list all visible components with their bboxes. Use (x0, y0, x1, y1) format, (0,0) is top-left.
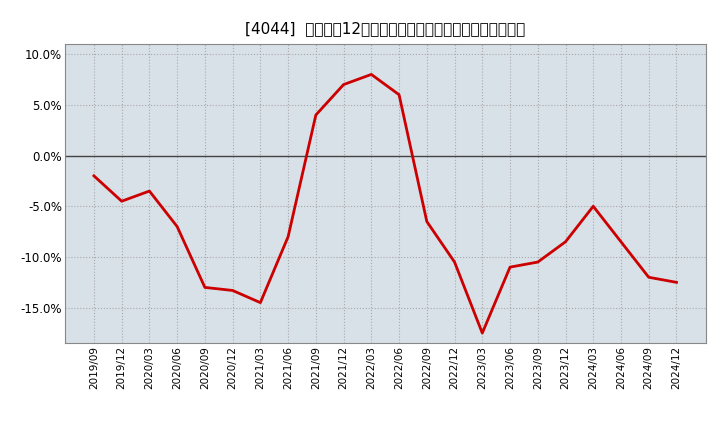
Title: [4044]  売上高の12か月移動合計の対前年同期増減率の推移: [4044] 売上高の12か月移動合計の対前年同期増減率の推移 (245, 21, 526, 36)
